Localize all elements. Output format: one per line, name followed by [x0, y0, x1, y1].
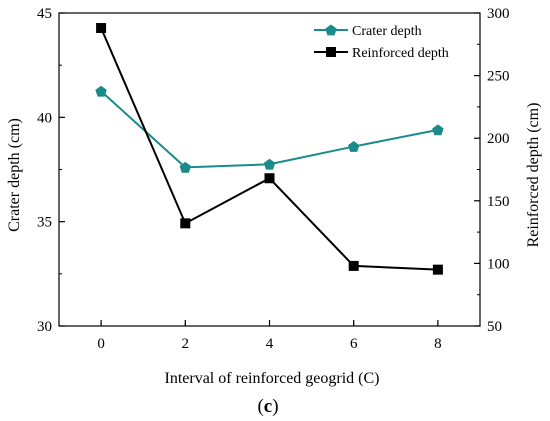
series-line-1	[100, 90, 439, 169]
right-y-axis: 50 100 150 200 250 300	[474, 6, 510, 335]
series-2-point	[180, 218, 191, 229]
x-tick-label: 8	[434, 336, 442, 352]
series-layer	[95, 23, 444, 275]
panel-label: (c)	[257, 396, 278, 417]
series-1-point	[179, 161, 192, 173]
series-2-point	[348, 260, 359, 271]
left-y-tick-label: 40	[37, 110, 52, 126]
x-tick-label: 2	[182, 336, 190, 352]
panel-label-close: )	[272, 396, 278, 417]
series-1-point	[263, 158, 276, 170]
series-2-point	[264, 173, 275, 184]
x-axis: 0 2 4 6 8	[97, 320, 442, 352]
legend-swatch-marker	[326, 47, 336, 57]
series-1-point	[432, 124, 444, 136]
right-y-tick-label: 200	[487, 131, 510, 147]
x-axis-title: Interval of reinforced geogrid (C)	[164, 370, 379, 387]
series-1-point	[95, 85, 107, 97]
panel-label-open: (	[257, 396, 263, 417]
panel-label-letter: c	[264, 396, 272, 417]
left-y-tick-label: 30	[37, 319, 52, 335]
right-y-tick-label: 100	[487, 256, 510, 272]
right-y-tick-label: 300	[487, 6, 510, 22]
left-y-tick-label: 45	[37, 6, 52, 22]
legend-label: Reinforced depth	[352, 46, 449, 61]
series-2-point	[432, 264, 443, 275]
x-tick-label: 4	[266, 336, 274, 352]
right-y-tick-label: 250	[487, 69, 510, 85]
right-y-tick-label: 150	[487, 194, 510, 210]
left-y-axis-title: Crater depth (cm)	[6, 118, 23, 232]
right-y-tick-label: 50	[487, 319, 502, 335]
right-y-axis-title: Reinforced depth (cm)	[525, 103, 542, 248]
legend: Crater depth Reinforced depth	[314, 24, 449, 61]
x-tick-label: 6	[350, 336, 358, 352]
left-y-tick-label: 35	[37, 215, 52, 231]
left-y-axis: 30 35 40 45	[37, 6, 65, 335]
series-line-2	[100, 27, 438, 271]
series-1-point	[347, 141, 360, 152]
legend-swatch-marker	[325, 24, 337, 36]
series-2-point	[96, 23, 107, 34]
legend-label: Crater depth	[352, 24, 422, 39]
x-tick-label: 0	[97, 336, 105, 352]
